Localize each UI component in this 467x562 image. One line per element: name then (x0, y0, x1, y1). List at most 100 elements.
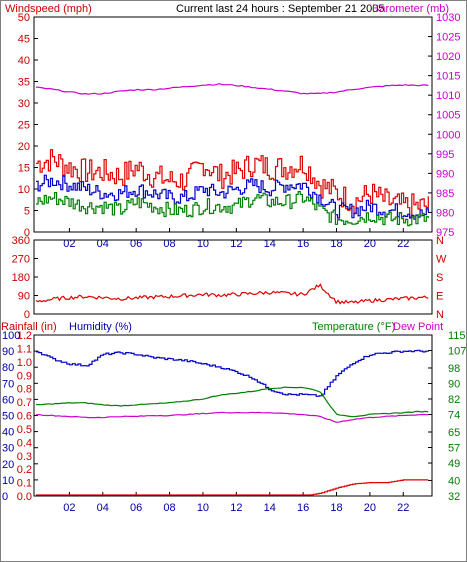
temp-panel: Rainfall (in) Humidity (%) Temperature (… (1, 321, 466, 514)
dewpoint-axis-label: Dew Point (393, 321, 443, 333)
wind-x-tick: 04 (97, 238, 109, 250)
rainfall-tick: 1.1 (17, 343, 32, 355)
direction-compass-tick: E (436, 291, 443, 303)
series-average-line (36, 174, 429, 220)
barometer-y-tick: 1025 (436, 32, 460, 44)
temp-series (35, 349, 429, 496)
temperature-tick: 98 (448, 363, 460, 375)
humidity-tick: 30 (2, 443, 14, 455)
temperature-tick: 82 (448, 394, 460, 406)
rainfall-ticks: 0.00.1 0.20.3 0.40.50.6 0.70.8 0.91.0 1.11.2 (17, 330, 32, 503)
wind-y-tick: 40 (18, 55, 30, 67)
barometer-y-ticks: 975 980 985 990 995 1000 1005 1010 1015 1020 1025 1… (428, 12, 460, 239)
humidity-tick: 60 (2, 394, 14, 406)
rainfall-tick: 0.9 (17, 370, 32, 382)
temperature-tick: 90 (448, 378, 460, 390)
direction-series (35, 283, 429, 305)
wind-panel: Windspeed (mph) Current last 24 hours : … (5, 3, 460, 250)
wind-series (35, 83, 429, 227)
wind-y-tick: 25 (18, 120, 30, 132)
temperature-tick: 74 (448, 410, 460, 422)
temperature-tick: 65 (448, 427, 460, 439)
wind-x-tick: 20 (364, 238, 376, 250)
temperature-tick: 57 (448, 443, 460, 455)
wind-y-tick: 10 (18, 184, 30, 196)
direction-compass-tick: N (436, 309, 444, 321)
rainfall-tick: 0.5 (17, 424, 32, 436)
temp-x-tick: 02 (63, 502, 75, 514)
barometer-axis-label: Barometer (mb) (372, 3, 449, 15)
temp-x-tick: 18 (330, 502, 342, 514)
wind-x-tick: 12 (230, 238, 242, 250)
humidity-tick: 100 (2, 330, 20, 342)
direction-compass-tick: S (436, 272, 443, 284)
barometer-y-tick: 985 (436, 188, 454, 200)
direction-compass-tick: N (436, 235, 444, 247)
series-gust-line (36, 149, 429, 218)
rainfall-tick: 0.2 (17, 464, 32, 476)
temperature-tick: 107 (448, 346, 466, 358)
rainfall-tick: 0.4 (17, 437, 32, 449)
series-dew-point-line (35, 411, 429, 423)
wind-y-tick: 5 (24, 206, 30, 218)
series-barometer-line (35, 83, 429, 95)
direction-y-tick: 180 (12, 272, 30, 284)
temperature-tick: 40 (448, 475, 460, 487)
wind-axis-label: Windspeed (mph) (5, 3, 92, 15)
series-low-line (36, 191, 429, 227)
direction-plot-area (33, 239, 433, 315)
barometer-y-tick: 995 (436, 149, 454, 161)
rainfall-tick: 0.1 (17, 478, 32, 490)
wind-x-tick: 10 (197, 238, 209, 250)
rainfall-tick: 0.6 (17, 411, 32, 423)
wind-x-tick: 16 (297, 238, 309, 250)
wind-y-tick: 30 (18, 98, 30, 110)
page-title: Current last 24 hours : September 21 200… (176, 3, 385, 15)
rainfall-tick: 0.7 (17, 397, 32, 409)
wind-x-ticks: 02 04 06 08 10 12 14 16 18 20 22 (63, 228, 409, 250)
humidity-tick: 80 (2, 362, 14, 374)
temperature-tick: 49 (448, 458, 460, 470)
temp-x-tick: 04 (97, 502, 109, 514)
temperature-ticks: 32 40 49 57 65 74 82 90 98 107 115 (428, 330, 466, 503)
wind-y-tick: 50 (18, 12, 30, 24)
series-wind-direction-line (35, 283, 429, 305)
rainfall-tick: 0.8 (17, 384, 32, 396)
temp-x-tick: 22 (397, 502, 409, 514)
humidity-tick: 50 (2, 411, 14, 423)
direction-y-tick: 0 (24, 309, 30, 321)
temp-x-tick: 16 (297, 502, 309, 514)
humidity-tick: 90 (2, 346, 14, 358)
humidity-ticks: 0 10 20 30 40 50 60 70 80 90 100 (2, 330, 38, 503)
series-rainfall-line (36, 479, 429, 496)
humidity-tick: 0 (2, 491, 8, 503)
wind-y-tick: 15 (18, 163, 30, 175)
barometer-y-tick: 1000 (436, 129, 460, 141)
temp-x-tick: 20 (364, 502, 376, 514)
barometer-y-tick: 975 (436, 227, 454, 239)
rainfall-tick: 0.0 (17, 491, 32, 503)
rainfall-axis-label: Rainfall (in) (1, 321, 57, 333)
temp-x-tick: 10 (197, 502, 209, 514)
direction-compass-tick: W (436, 254, 447, 266)
wind-y-tick: 20 (18, 141, 30, 153)
rainfall-tick: 1.0 (17, 357, 32, 369)
wind-x-tick: 22 (397, 238, 409, 250)
barometer-y-tick: 1020 (436, 51, 460, 63)
wind-x-tick: 06 (130, 238, 142, 250)
barometer-y-tick: 1005 (436, 110, 460, 122)
wind-y-tick: 0 (24, 227, 30, 239)
wind-x-tick: 18 (330, 238, 342, 250)
barometer-y-tick: 1010 (436, 90, 460, 102)
series-temperature-line (35, 386, 429, 418)
series-humidity-line (36, 349, 429, 397)
temp-x-tick: 12 (230, 502, 242, 514)
direction-y-tick: 270 (12, 254, 30, 266)
wind-x-tick: 02 (63, 238, 75, 250)
wind-x-tick: 08 (163, 238, 175, 250)
wind-y-tick: 35 (18, 77, 30, 89)
wind-x-tick: 14 (264, 238, 276, 250)
barometer-y-tick: 1015 (436, 71, 460, 83)
